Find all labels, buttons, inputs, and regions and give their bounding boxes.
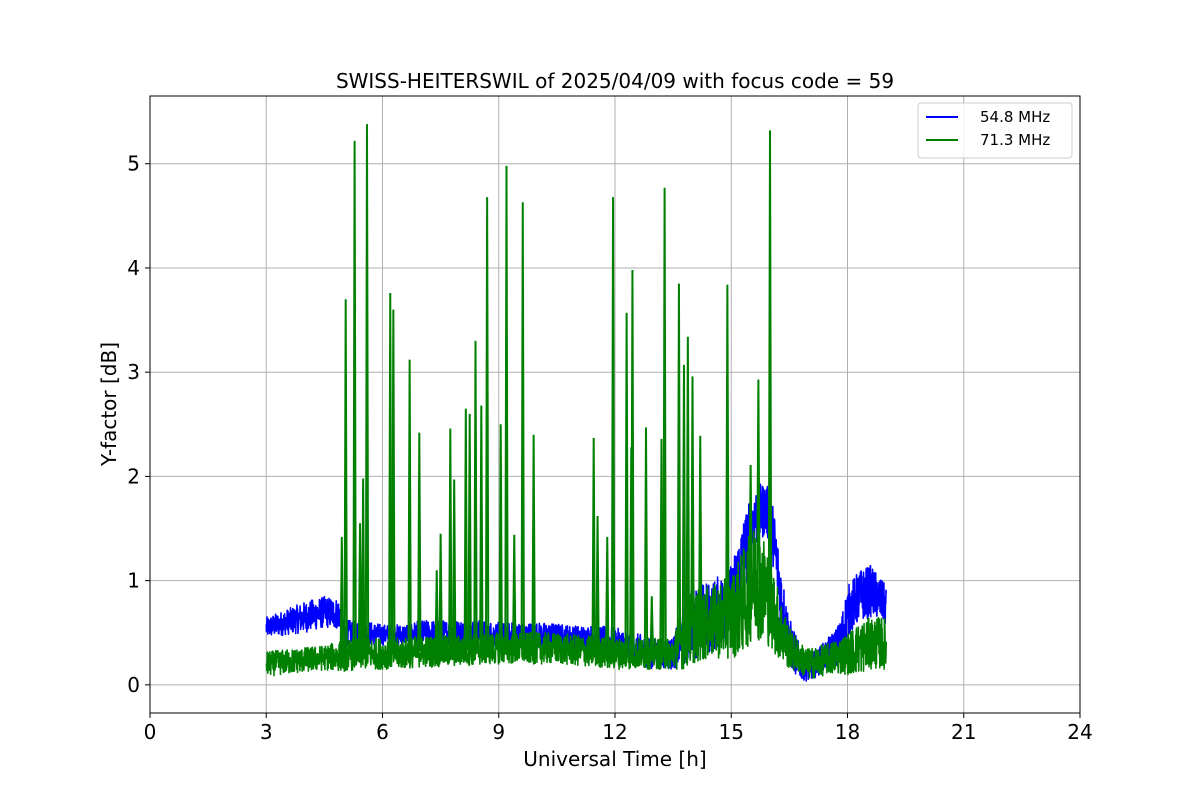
series-spike (479, 405, 484, 650)
series-spike (690, 376, 695, 628)
series-spike (434, 570, 439, 652)
series-spike (748, 464, 753, 588)
x-tick-label: 18 (835, 720, 860, 744)
y-tick-label: 3 (127, 360, 140, 384)
series-spike (364, 124, 370, 654)
series-spike (681, 364, 687, 635)
series-spike (630, 270, 635, 654)
series-spike (391, 309, 396, 654)
series-spike (676, 283, 682, 644)
series-spike (520, 202, 525, 649)
y-axis-label: Y-factor [dB] (97, 342, 121, 467)
series-spike (595, 516, 600, 652)
series-spike (698, 435, 703, 626)
x-tick-label: 9 (492, 720, 505, 744)
series-spike (624, 312, 629, 654)
series-spike (498, 424, 503, 649)
series-spike (352, 140, 357, 655)
legend-label-71-3: 71.3 MHz (980, 131, 1050, 149)
x-tick-label: 6 (376, 720, 389, 744)
x-axis-ticks: 0 3 6 9 12 15 18 21 24 (144, 713, 1093, 744)
y-axis-ticks: 0 1 2 3 4 5 (127, 152, 150, 697)
series-spike (504, 165, 509, 649)
series-spike (448, 428, 453, 651)
series-spike (512, 534, 517, 649)
grid (149, 96, 1081, 713)
x-tick-label: 0 (144, 720, 157, 744)
legend-label-54-8: 54.8 MHz (980, 108, 1050, 126)
x-axis-label: Universal Time [h] (523, 747, 706, 771)
series-spike (467, 413, 472, 650)
series-spike (649, 596, 654, 654)
x-tick-label: 3 (260, 720, 273, 744)
x-tick-label: 12 (602, 720, 627, 744)
series-spike (407, 359, 412, 653)
series-spike (438, 533, 443, 652)
series-spike (388, 292, 393, 654)
series-spike (339, 536, 344, 656)
series-spike (463, 408, 468, 651)
series-spike (591, 437, 596, 652)
y-tick-label: 4 (127, 256, 140, 280)
y-tick-label: 2 (127, 464, 140, 488)
series-line-1 (265, 530, 888, 679)
series-spike (360, 478, 366, 654)
chart-title: SWISS-HEITERSWIL of 2025/04/09 with focu… (336, 69, 894, 93)
legend: 54.8 MHz 71.3 MHz (917, 102, 1073, 159)
series-spike (417, 432, 422, 652)
series-spike (662, 187, 667, 654)
plot-series (265, 124, 888, 682)
series-spike (343, 299, 348, 656)
series-spike (605, 536, 610, 653)
x-tick-label: 15 (719, 720, 744, 744)
series-spike (357, 523, 363, 654)
series-spike (756, 379, 761, 585)
y-tick-label: 5 (127, 152, 140, 176)
series-spike (473, 340, 478, 650)
y-tick-label: 1 (127, 569, 140, 593)
series-spike (659, 438, 664, 654)
plot-frame (149, 95, 1081, 714)
series-spike (610, 197, 616, 654)
series-spike (452, 479, 457, 651)
x-tick-label: 24 (1067, 720, 1092, 744)
series-spike (725, 284, 730, 619)
series-spike (643, 427, 649, 654)
series-spike (685, 336, 691, 631)
series-spike (767, 130, 773, 602)
y-tick-label: 0 (127, 673, 140, 697)
x-tick-label: 21 (951, 720, 976, 744)
series-spike (484, 197, 490, 650)
series-spike (531, 434, 536, 649)
